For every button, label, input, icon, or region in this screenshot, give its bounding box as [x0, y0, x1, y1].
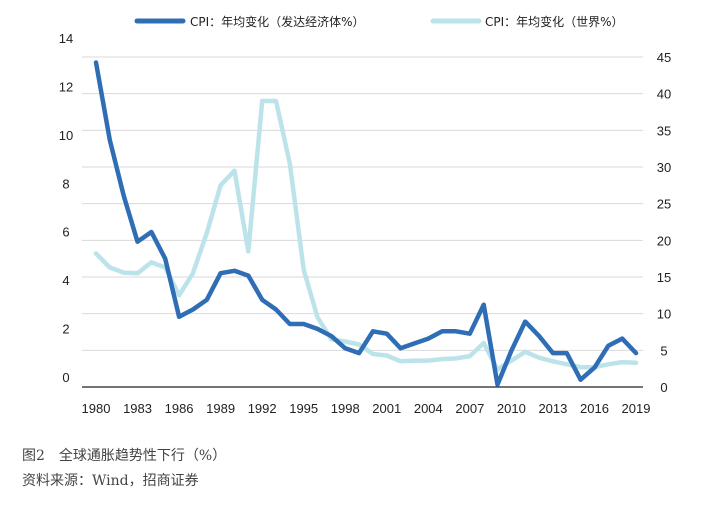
right-y-tick-label: 25: [657, 197, 671, 212]
right-y-axis: 0 5 10 15 20 25 30 35 40 45: [657, 50, 671, 395]
legend: CPI：年均变化（发达经济体%） CPI：年均变化（世界%）: [134, 14, 624, 29]
x-tick-label: 1998: [331, 401, 360, 416]
x-tick-label: 2007: [455, 401, 484, 416]
x-axis: 1980 1983 1986 1989 1992 1995 1998 2001 2004 2007…: [82, 386, 651, 416]
legend-label: CPI：年均变化（世界%）: [485, 14, 624, 29]
left-y-tick-label: 0: [62, 370, 69, 385]
x-tick-label: 1980: [82, 401, 111, 416]
x-tick-label: 2016: [580, 401, 609, 416]
left-y-tick-label: 12: [59, 79, 73, 94]
x-tick-label: 1986: [165, 401, 194, 416]
right-y-tick-label: 45: [657, 50, 671, 65]
left-y-tick-label: 2: [62, 322, 69, 337]
right-y-tick-label: 5: [660, 343, 667, 358]
right-y-tick-label: 15: [657, 270, 671, 285]
x-tick-label: 1983: [123, 401, 152, 416]
left-y-tick-label: 6: [62, 225, 69, 240]
right-y-tick-label: 10: [657, 307, 671, 322]
figure-source: 资料来源：Wind，招商证券: [22, 473, 199, 489]
gridlines: [82, 56, 643, 351]
series-line-advanced-economies: [93, 60, 639, 387]
right-y-tick-label: 40: [657, 87, 671, 102]
x-tick-label: 2004: [414, 401, 443, 416]
left-y-tick-label: 14: [59, 31, 73, 46]
right-y-tick-label: 20: [657, 233, 671, 248]
figure-title: 图2 全球通胀趋势性下行（%）: [22, 448, 227, 464]
x-tick-label: 2010: [497, 401, 526, 416]
left-y-tick-label: 8: [62, 176, 69, 191]
left-y-axis: 0 2 4 6 8 10 12 14: [59, 31, 73, 385]
left-y-tick-label: 4: [62, 273, 69, 288]
x-tick-label: 1992: [248, 401, 277, 416]
cpi-line-chart: CPI：年均变化（发达经济体%） CPI：年均变化（世界%） 0 2 4 6 8 10 12 1…: [59, 14, 671, 416]
x-tick-label: 2019: [622, 401, 651, 416]
x-tick-label: 2013: [538, 401, 567, 416]
x-tick-label: 1989: [206, 401, 235, 416]
x-tick-label: 2001: [372, 401, 401, 416]
x-tick-label: 1995: [289, 401, 318, 416]
left-y-tick-label: 10: [59, 128, 73, 143]
right-y-tick-label: 30: [657, 160, 671, 175]
series-line-world: [93, 98, 639, 372]
legend-label: CPI：年均变化（发达经济体%）: [190, 14, 365, 29]
right-y-tick-label: 0: [660, 380, 667, 395]
right-y-tick-label: 35: [657, 123, 671, 138]
series-lines: [93, 60, 639, 387]
